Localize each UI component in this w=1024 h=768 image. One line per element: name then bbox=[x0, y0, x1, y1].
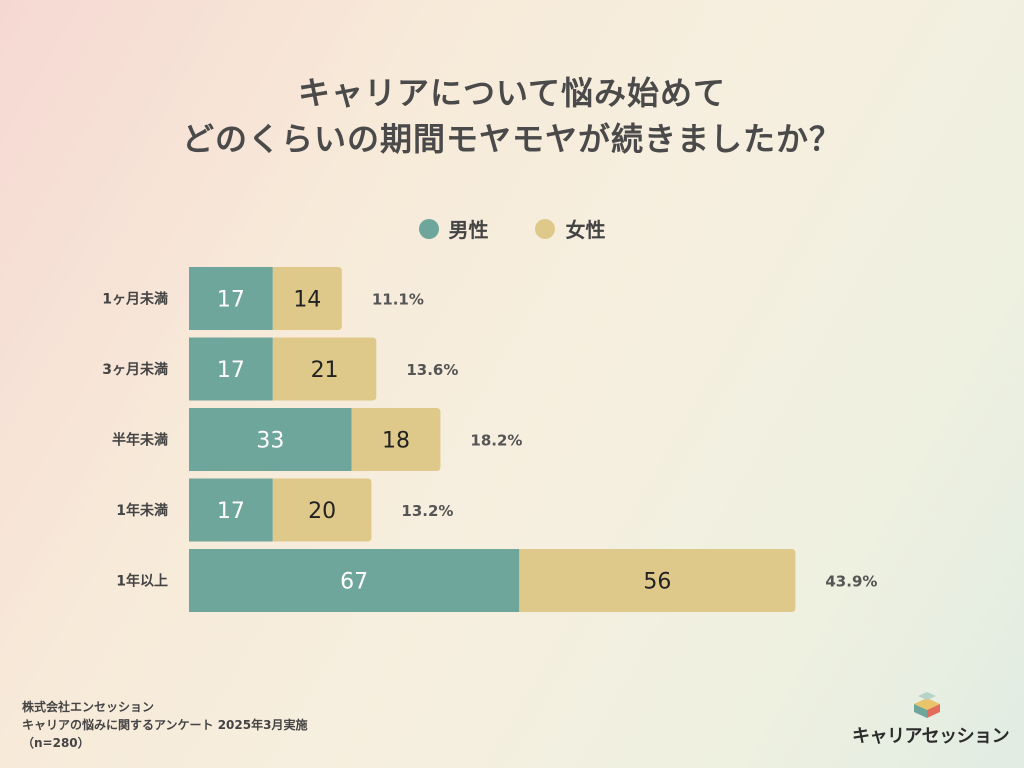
bar-segment-female bbox=[272, 478, 372, 542]
bar-segment-female bbox=[519, 549, 796, 612]
chart-title: キャリアについて悩み始めて どのくらいの期間モヤモヤが続きましたか？ bbox=[0, 70, 1024, 162]
bar-value-label: 17 bbox=[217, 499, 245, 524]
bar-value-label: 56 bbox=[643, 570, 671, 595]
bar-value-label: 20 bbox=[308, 499, 336, 524]
footer-company: 株式会社エンセッション bbox=[22, 700, 155, 714]
bar-segment-female bbox=[351, 408, 441, 471]
chart-title-line1: キャリアについて悩み始めて bbox=[297, 74, 727, 112]
footer-survey: キャリアの悩みに関するアンケート 2025年3月実施 bbox=[22, 718, 308, 732]
legend-label-female: 女性 bbox=[565, 218, 606, 242]
bar-segment-male bbox=[189, 267, 273, 330]
bar-value-label: 33 bbox=[256, 429, 284, 454]
bar-segment-male bbox=[189, 478, 273, 542]
category-label: 半年未満 bbox=[112, 432, 168, 449]
bar-segment-male bbox=[189, 549, 520, 612]
legend-label-male: 男性 bbox=[448, 218, 489, 242]
legend-item-male: 男性 bbox=[418, 214, 489, 243]
bar-segment-female bbox=[272, 267, 342, 330]
bar-segment-male bbox=[189, 337, 273, 401]
percentage-label: 18.2% bbox=[470, 432, 522, 450]
bar-value-label: 18 bbox=[382, 429, 410, 454]
bar-value-label: 17 bbox=[217, 358, 245, 383]
footer-sample-size: （n=280） bbox=[22, 736, 90, 750]
percentage-label: 11.1% bbox=[372, 291, 424, 309]
category-label: 3ヶ月未満 bbox=[102, 361, 168, 378]
category-label: 1年以上 bbox=[116, 573, 168, 590]
legend-swatch-female bbox=[535, 218, 556, 239]
bar-value-label: 21 bbox=[311, 358, 339, 383]
bar-value-label: 67 bbox=[340, 570, 368, 595]
percentage-label: 13.6% bbox=[406, 361, 458, 379]
percentage-label: 43.9% bbox=[825, 573, 877, 591]
bar-value-label: 17 bbox=[217, 288, 245, 313]
brand-logo: キャリアセッション bbox=[852, 690, 1010, 750]
legend-swatch-male bbox=[418, 218, 439, 239]
bar-segment-female bbox=[272, 337, 377, 401]
legend-item-female: 女性 bbox=[535, 214, 605, 243]
bar-segment-male bbox=[189, 408, 352, 471]
category-label: 1年未満 bbox=[116, 502, 168, 519]
brand-logo-text: キャリアセッション bbox=[852, 726, 1010, 747]
bar-value-label: 14 bbox=[293, 288, 321, 313]
chart-title-line2: どのくらいの期間モヤモヤが続きましたか？ bbox=[181, 120, 842, 158]
stacked-blocks-logo-icon bbox=[914, 692, 940, 718]
chart-legend: 男性 女性 bbox=[0, 214, 1024, 244]
footer-source: 株式会社エンセッション キャリアの悩みに関するアンケート 2025年3月実施 （… bbox=[22, 698, 307, 752]
percentage-label: 13.2% bbox=[401, 502, 453, 520]
category-label: 1ヶ月未満 bbox=[102, 291, 168, 308]
